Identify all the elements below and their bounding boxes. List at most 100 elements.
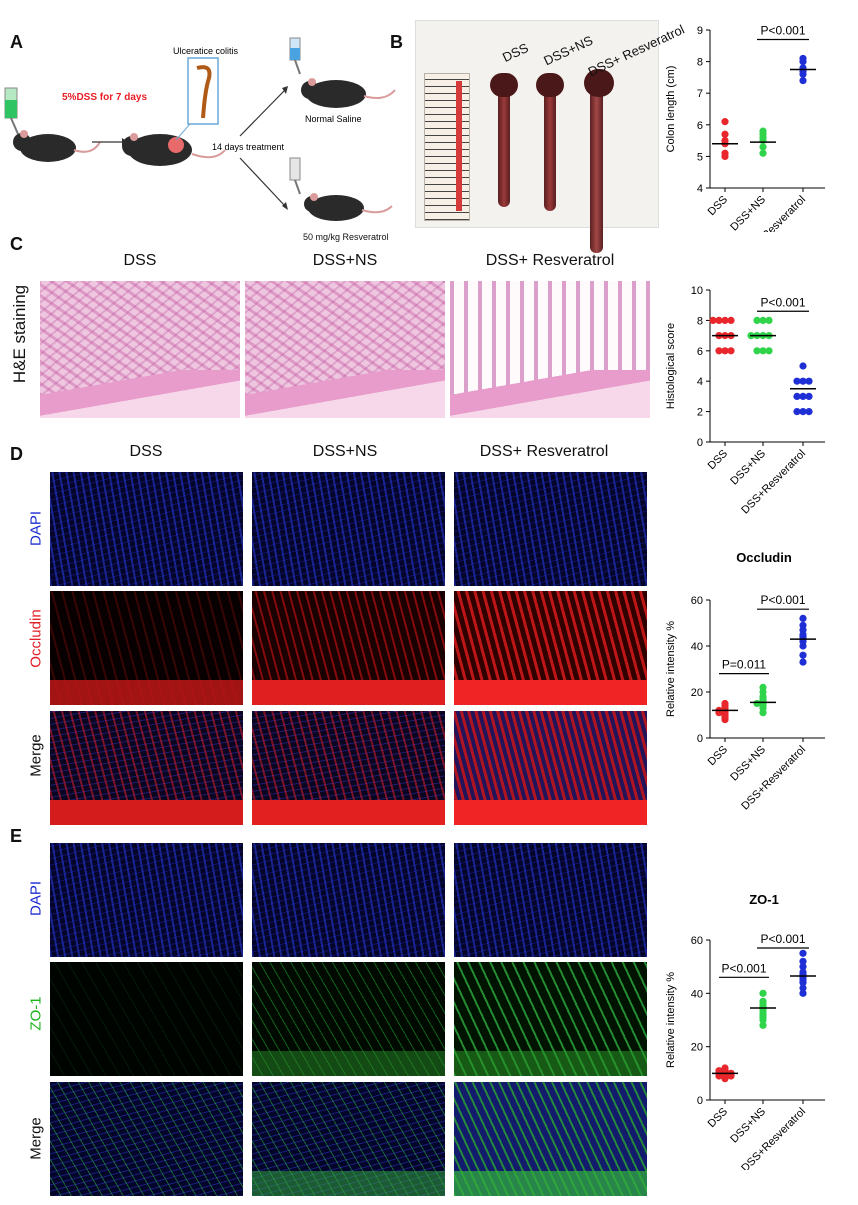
- data-point: [799, 76, 807, 85]
- x-tick-label: DSS: [706, 744, 730, 768]
- colon-inset-icon: [175, 57, 219, 141]
- y-tick-label: 6: [697, 120, 703, 132]
- data-point: [721, 316, 729, 324]
- col-head-d-ns: DSS+NS: [312, 443, 378, 460]
- data-point: [799, 362, 807, 370]
- treatment-label: 14 days treatment: [212, 142, 285, 152]
- data-point: [799, 54, 807, 63]
- e-merge-dss: [50, 1082, 243, 1196]
- data-point: [759, 1021, 767, 1029]
- significance-label: P<0.001: [760, 593, 805, 607]
- data-point: [715, 1067, 723, 1075]
- y-tick-label: 20: [691, 1042, 703, 1054]
- data-point: [759, 997, 767, 1005]
- data-point: [721, 699, 729, 708]
- col-head-c-resveratrol: DSS+ Resveratrol: [485, 252, 615, 269]
- mouse-icon-left: [13, 130, 101, 162]
- mouse-icon-resveratrol: [304, 193, 393, 221]
- chart-title: Occludin: [736, 550, 792, 565]
- data-point: [753, 347, 761, 355]
- d-occludin-dss: [50, 591, 243, 705]
- panel-letter-d: D: [10, 444, 23, 464]
- y-tick-label: 8: [697, 315, 703, 327]
- chart-title: ZO-1: [749, 892, 779, 907]
- data-point: [759, 316, 767, 324]
- data-point: [765, 316, 773, 324]
- data-point: [759, 1013, 767, 1021]
- data-point: [765, 347, 773, 355]
- e-zo1-resveratrol: [454, 962, 647, 1076]
- e-row-label-zo1: ZO-1: [27, 996, 45, 1031]
- y-tick-label: 4: [697, 376, 703, 388]
- data-point: [799, 67, 807, 75]
- data-point: [799, 392, 807, 400]
- data-point: [753, 699, 761, 708]
- data-point: [721, 130, 729, 138]
- x-tick-label: DSS: [706, 194, 730, 218]
- y-tick-label: 9: [697, 25, 703, 37]
- data-point: [759, 143, 767, 151]
- data-point: [727, 347, 735, 355]
- data-point: [715, 347, 723, 355]
- photo-label-dss: DSS: [500, 40, 531, 65]
- y-tick-label: 2: [697, 407, 703, 419]
- occludin-chart: Occludin 0 20 40 60 Relative intensity % DSSDS…: [665, 550, 825, 812]
- significance-label: P<0.001: [760, 932, 805, 946]
- water-bottle-icon: [4, 87, 19, 135]
- data-point: [799, 968, 807, 976]
- panel-letter-c: C: [10, 234, 23, 254]
- col-head-c-dss: DSS: [123, 252, 157, 269]
- y-tick-label: 10: [691, 285, 703, 297]
- colon-specimen-ns: [544, 81, 556, 211]
- significance-label: P=0.011: [722, 658, 766, 672]
- y-tick-label: 0: [697, 733, 703, 745]
- y-tick-label: 0: [697, 1095, 703, 1107]
- y-axis-label: Colon length (cm): [665, 66, 677, 153]
- panel-a-schematic: 5%DSS for 7 days Ulceratice colitis 14 d…: [4, 37, 396, 221]
- mouse-icon-center: [122, 133, 226, 166]
- d-merge-resveratrol: [454, 711, 647, 825]
- data-point: [799, 949, 807, 957]
- data-point: [805, 392, 813, 400]
- dss-label: 5%DSS for 7 days: [62, 92, 147, 103]
- d-merge-dss: [50, 711, 243, 825]
- e-dapi-dss: [50, 843, 243, 957]
- resveratrol-label: 50 mg/kg Resveratrol: [303, 232, 389, 242]
- data-point: [721, 1064, 729, 1072]
- y-tick-label: 6: [697, 346, 703, 358]
- e-merge-ns: [252, 1082, 445, 1196]
- colon-photo: DSS DSS+NS DSS+ Resveratrol: [415, 20, 687, 253]
- col-head-c-ns: DSS+NS: [312, 252, 378, 269]
- colon-specimen-resveratrol: [590, 81, 603, 253]
- data-point: [715, 316, 723, 324]
- ruler: [424, 73, 470, 221]
- y-axis-label: Relative intensity %: [665, 621, 677, 717]
- colitis-label: Ulceratice colitis: [173, 46, 239, 56]
- y-tick-label: 0: [697, 437, 703, 449]
- he-image-ns: [245, 281, 445, 418]
- e-dapi-ns: [252, 843, 445, 957]
- data-point: [799, 984, 807, 992]
- y-tick-label: 40: [691, 641, 703, 653]
- significance-label: P<0.001: [760, 23, 805, 37]
- he-image-resveratrol: [450, 281, 650, 418]
- data-point: [799, 963, 807, 971]
- panel-letter-e: E: [10, 826, 23, 846]
- d-row-label-merge: Merge: [27, 734, 45, 777]
- he-image-dss: [40, 281, 240, 418]
- data-point: [805, 408, 813, 416]
- e-zo1-ns: [252, 962, 445, 1076]
- e-zo1-dss: [50, 962, 243, 1076]
- e-merge-resveratrol: [454, 1082, 647, 1196]
- data-point: [799, 621, 807, 629]
- data-point: [759, 149, 767, 157]
- data-point: [721, 118, 729, 126]
- data-point: [721, 152, 729, 160]
- he-row-label: H&E staining: [10, 284, 29, 384]
- d-merge-ns: [252, 711, 445, 825]
- y-axis-label: Relative intensity %: [665, 972, 677, 1068]
- data-point: [799, 957, 807, 965]
- y-axis-label: Histological score: [665, 323, 677, 409]
- data-point: [759, 683, 767, 691]
